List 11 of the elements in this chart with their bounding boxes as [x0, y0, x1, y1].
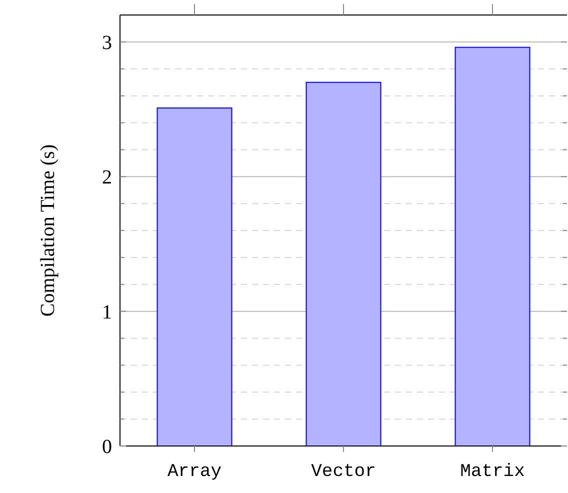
x-tick-label: Matrix	[460, 462, 525, 482]
y-axis-title: Compilation Time (s)	[37, 144, 59, 317]
x-tick-label: Array	[167, 462, 222, 482]
y-tick-label: 1	[102, 301, 112, 324]
y-tick-label: 2	[102, 166, 112, 189]
bar	[454, 46, 530, 446]
bar	[156, 107, 232, 446]
y-tick-label: 0	[102, 436, 112, 458]
y-tick-label: 3	[102, 32, 112, 54]
bar	[306, 82, 382, 446]
x-tick-label: Vector	[311, 462, 376, 482]
